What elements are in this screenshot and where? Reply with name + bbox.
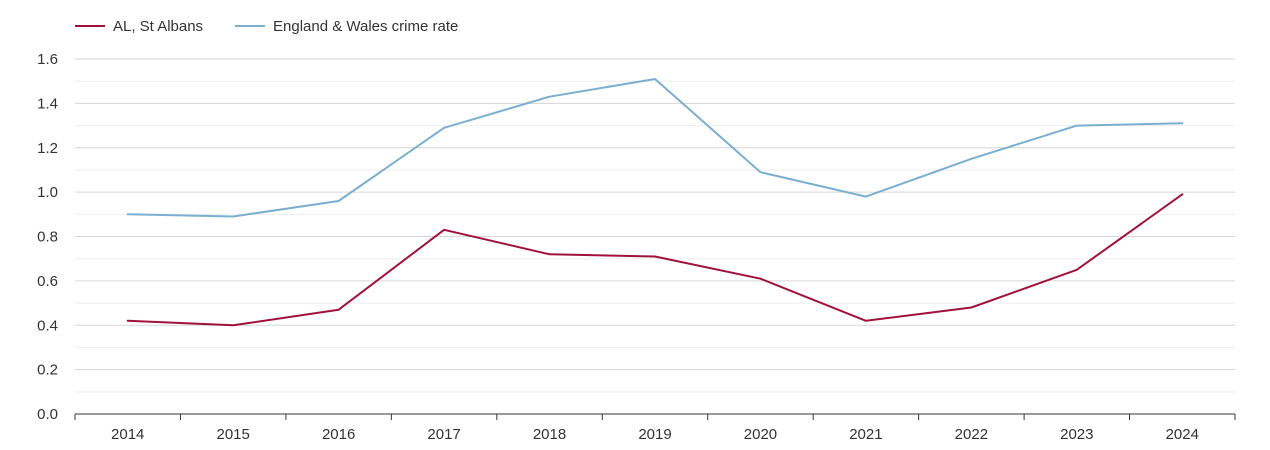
y-tick-label: 0.4 (37, 317, 58, 334)
data-point-england-wales-crime-rate[interactable] (651, 75, 659, 83)
data-point-england-wales-crime-rate[interactable] (335, 197, 343, 205)
data-point-england-wales-crime-rate[interactable] (229, 213, 237, 221)
y-tick-label: 1.6 (37, 51, 58, 68)
data-point-al-st-albans[interactable] (440, 226, 448, 234)
data-point-al-st-albans[interactable] (651, 252, 659, 260)
data-point-al-st-albans[interactable] (967, 304, 975, 312)
data-point-al-st-albans[interactable] (756, 275, 764, 283)
x-tick-label: 2021 (849, 426, 882, 443)
y-tick-label: 0.6 (37, 273, 58, 290)
legend-item-al-st-albans[interactable]: AL, St Albans (75, 18, 203, 35)
y-tick-label: 1.2 (37, 140, 58, 157)
x-tick-label: 2019 (638, 426, 671, 443)
data-point-al-st-albans[interactable] (862, 317, 870, 325)
data-point-england-wales-crime-rate[interactable] (440, 124, 448, 132)
data-point-al-st-albans[interactable] (1073, 266, 1081, 274)
data-point-england-wales-crime-rate[interactable] (967, 155, 975, 163)
data-point-al-st-albans[interactable] (229, 321, 237, 329)
data-point-al-st-albans[interactable] (1178, 190, 1186, 198)
series-line-al-st-albans[interactable] (126, 193, 1184, 327)
data-point-al-st-albans[interactable] (124, 317, 132, 325)
x-tick-label: 2018 (533, 426, 566, 443)
series-lines (124, 75, 1186, 329)
x-tick-label: 2016 (322, 426, 355, 443)
y-tick-label: 0.8 (37, 229, 58, 246)
y-tick-label: 1.4 (37, 95, 58, 112)
x-tick-label: 2022 (955, 426, 988, 443)
y-tick-label: 1.0 (37, 184, 58, 201)
legend-label-england-wales: England & Wales crime rate (273, 18, 458, 35)
data-point-england-wales-crime-rate[interactable] (546, 93, 554, 101)
data-point-al-st-albans[interactable] (546, 250, 554, 258)
x-tick-label: 2017 (427, 426, 460, 443)
legend: AL, St Albans England & Wales crime rate (75, 18, 458, 35)
legend-label-al-st-albans: AL, St Albans (113, 18, 203, 35)
x-tick-label: 2024 (1166, 426, 1199, 443)
data-point-england-wales-crime-rate[interactable] (862, 193, 870, 201)
data-point-england-wales-crime-rate[interactable] (756, 168, 764, 176)
y-tick-label: 0.0 (37, 406, 58, 423)
data-point-england-wales-crime-rate[interactable] (124, 210, 132, 218)
x-tick-label: 2020 (744, 426, 777, 443)
x-tick-label: 2015 (216, 426, 249, 443)
y-tick-label: 0.2 (37, 362, 58, 379)
x-tick-label: 2023 (1060, 426, 1093, 443)
data-point-al-st-albans[interactable] (335, 306, 343, 314)
legend-item-england-wales[interactable]: England & Wales crime rate (235, 18, 458, 35)
y-axis: 0.0 0.2 0.4 0.6 0.8 1.0 1.2 1.4 1.6 (37, 51, 58, 423)
x-tick-label: 2014 (111, 426, 144, 443)
data-point-england-wales-crime-rate[interactable] (1178, 119, 1186, 127)
series-line-england-wales-crime-rate[interactable] (126, 78, 1184, 218)
gridlines (75, 58, 1235, 393)
data-point-england-wales-crime-rate[interactable] (1073, 122, 1081, 130)
x-axis: 2014 2015 2016 2017 2018 2019 2020 2021 2022 2023… (74, 413, 1236, 443)
